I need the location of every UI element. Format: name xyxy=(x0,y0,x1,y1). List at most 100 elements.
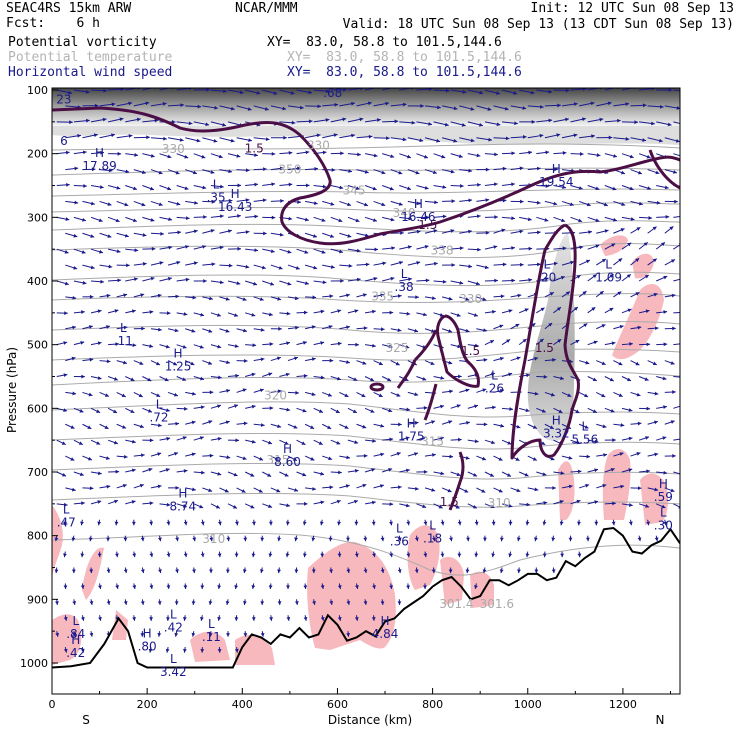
legend-theta-label: Potential temperature xyxy=(8,50,173,65)
wind-arrow xyxy=(65,325,77,330)
isentrope-label: 350 xyxy=(278,163,301,177)
wind-arrow xyxy=(90,279,104,284)
wind-arrow xyxy=(560,551,565,558)
wind-arrow xyxy=(630,137,647,142)
wind-arrow xyxy=(544,423,555,430)
wind-arrow xyxy=(347,342,359,347)
wind-arrow xyxy=(193,153,206,159)
wind-arrow xyxy=(262,503,273,508)
wind-arrow xyxy=(125,439,136,444)
wind-arrow xyxy=(159,502,171,507)
wind-arrow xyxy=(149,519,154,526)
wind-arrow xyxy=(656,342,668,347)
wind-arrow xyxy=(296,280,309,286)
wind-arrow xyxy=(242,567,247,574)
wind-arrow xyxy=(682,260,694,265)
extremum-value: .84 xyxy=(66,627,85,641)
wind-arrow xyxy=(484,182,498,187)
wind-arrow xyxy=(73,280,87,285)
wind-arrow xyxy=(73,118,90,123)
wind-arrow xyxy=(638,376,649,381)
wind-arrow xyxy=(80,583,85,590)
wind-arrow xyxy=(82,294,94,299)
wind-arrow xyxy=(536,338,544,346)
wind-arrow xyxy=(380,567,385,574)
wind-arrow xyxy=(217,519,222,526)
wind-arrow xyxy=(390,328,402,332)
wind-arrow xyxy=(175,567,179,574)
wind-arrow xyxy=(219,296,230,301)
wind-arrow xyxy=(476,296,487,301)
wind-arrow xyxy=(123,535,128,542)
wind-arrow xyxy=(680,647,684,653)
wind-arrow xyxy=(673,153,680,157)
wind-arrow xyxy=(210,280,224,285)
wind-arrow xyxy=(277,567,281,574)
wind-arrow xyxy=(320,583,325,590)
wind-arrow xyxy=(682,294,693,298)
wind-arrow xyxy=(613,102,630,107)
wind-arrow xyxy=(106,599,111,605)
wind-arrow xyxy=(561,391,572,398)
wind-arrow xyxy=(484,372,496,377)
wind-arrow xyxy=(200,583,205,590)
extremum-value: .11 xyxy=(202,630,221,644)
wind-arrow xyxy=(585,535,590,542)
wind-arrow xyxy=(639,406,651,411)
wind-arrow xyxy=(424,487,436,492)
wind-arrow xyxy=(390,294,402,298)
wind-arrow xyxy=(219,169,233,174)
wind-arrow xyxy=(656,470,668,475)
wind-arrow xyxy=(313,216,326,222)
wind-arrow xyxy=(673,121,680,125)
wind-arrow xyxy=(578,423,589,429)
wind-arrow xyxy=(225,567,230,574)
wind-arrow xyxy=(407,452,419,457)
wind-arrow xyxy=(637,535,642,542)
wind-arrow xyxy=(142,438,154,443)
wind-arrow xyxy=(312,599,316,605)
wind-arrow xyxy=(245,404,256,409)
extremum-value: 4.84 xyxy=(372,627,399,641)
wind-arrow xyxy=(322,391,333,397)
wind-arrow xyxy=(594,519,599,526)
wind-arrow xyxy=(251,551,256,558)
extremum-value: 6 xyxy=(60,134,68,148)
wind-arrow xyxy=(236,105,252,111)
wind-arrow xyxy=(253,487,263,493)
wind-arrow xyxy=(527,166,541,171)
wind-arrow xyxy=(621,120,638,125)
wind-arrow xyxy=(168,294,180,299)
wind-arrow xyxy=(536,501,548,505)
wind-arrow xyxy=(330,499,341,505)
wind-arrow xyxy=(106,535,110,542)
wind-arrow xyxy=(296,310,308,315)
wind-arrow xyxy=(313,375,325,380)
wind-arrow xyxy=(234,647,239,653)
wind-arrow xyxy=(65,295,77,300)
wind-arrow xyxy=(56,120,73,125)
wind-arrow xyxy=(125,343,137,348)
wind-arrow xyxy=(493,455,503,461)
extremum-marker: L.35 xyxy=(207,178,226,205)
isentrope-label: 315 xyxy=(421,434,444,448)
wind-arrow xyxy=(355,583,359,590)
wind-arrow xyxy=(570,152,584,156)
extremum-kind: H xyxy=(71,633,80,647)
wind-arrow xyxy=(305,167,319,171)
wind-arrow xyxy=(484,245,498,250)
wind-arrow xyxy=(484,89,501,95)
wind-arrow xyxy=(159,245,173,250)
wind-arrow xyxy=(441,487,452,493)
wind-arrow xyxy=(519,407,530,413)
wind-arrow xyxy=(125,277,138,282)
wind-arrow xyxy=(459,264,473,269)
wind-arrow xyxy=(268,583,273,590)
wind-arrow xyxy=(613,137,630,141)
wind-arrow xyxy=(56,311,68,316)
wind-arrow xyxy=(90,150,104,155)
wind-arrow xyxy=(596,229,609,234)
wind-arrow xyxy=(416,436,427,441)
wind-arrow xyxy=(108,151,122,156)
wind-arrow xyxy=(467,503,478,509)
